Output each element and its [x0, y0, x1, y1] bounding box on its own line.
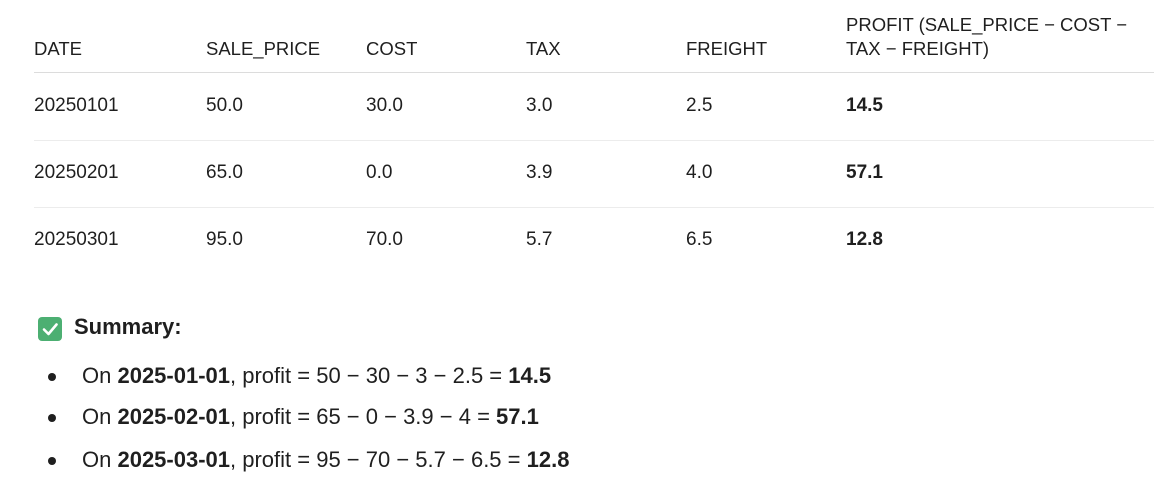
column-header: COST	[366, 38, 418, 59]
table-cell: 20250301	[34, 229, 119, 250]
table-cell: 3.0	[526, 95, 553, 116]
item-expression: , profit = 65 − 0 − 3.9 − 4 =	[230, 404, 497, 429]
item-result: 12.8	[526, 447, 570, 472]
summary-title: Summary:	[74, 314, 182, 339]
summary-item: On 2025-02-01, profit = 65 − 0 − 3.9 − 4…	[82, 404, 539, 430]
row-divider	[34, 207, 1154, 208]
bullet-dot	[48, 373, 56, 381]
item-expression: , profit = 50 − 30 − 3 − 2.5 =	[230, 363, 509, 388]
column-header: TAX	[526, 38, 561, 59]
table-cell: 95.0	[206, 229, 243, 250]
item-prefix: On	[82, 363, 118, 388]
item-result: 14.5	[508, 363, 552, 388]
column-header: SALE_PRICE	[206, 38, 321, 59]
table-cell: 20250101	[34, 95, 119, 116]
table-cell: 14.5	[846, 95, 883, 116]
summary-item: On 2025-01-01, profit = 50 − 30 − 3 − 2.…	[82, 363, 551, 389]
item-date: 2025-03-01	[117, 447, 231, 472]
header-divider	[34, 72, 1154, 73]
column-header: DATE	[34, 38, 82, 59]
column-header: PROFIT (SALE_PRICE − COST − TAX − FREIGH…	[846, 14, 1132, 59]
table-cell: 12.8	[846, 229, 883, 250]
bullet-dot	[48, 457, 56, 465]
table-cell: 65.0	[206, 162, 243, 183]
row-divider	[34, 140, 1154, 141]
item-prefix: On	[82, 447, 118, 472]
table-cell: 4.0	[686, 162, 713, 183]
table-cell: 2.5	[686, 95, 713, 116]
table-cell: 20250201	[34, 162, 119, 183]
item-date: 2025-02-01	[117, 404, 231, 429]
table-cell: 57.1	[846, 162, 883, 183]
summary-item: On 2025-03-01, profit = 95 − 70 − 5.7 − …	[82, 447, 569, 473]
table-cell: 5.7	[526, 229, 553, 250]
item-expression: , profit = 95 − 70 − 5.7 − 6.5 =	[230, 447, 527, 472]
table-cell: 0.0	[366, 162, 393, 183]
column-header: FREIGHT	[686, 38, 768, 59]
table-cell: 30.0	[366, 95, 403, 116]
item-date: 2025-01-01	[117, 363, 231, 388]
bullet-dot	[48, 414, 56, 422]
table-cell: 3.9	[526, 162, 553, 183]
table-cell: 6.5	[686, 229, 713, 250]
item-prefix: On	[82, 404, 118, 429]
check-icon	[38, 317, 62, 341]
table-cell: 70.0	[366, 229, 403, 250]
item-result: 57.1	[496, 404, 539, 429]
table-cell: 50.0	[206, 95, 243, 116]
